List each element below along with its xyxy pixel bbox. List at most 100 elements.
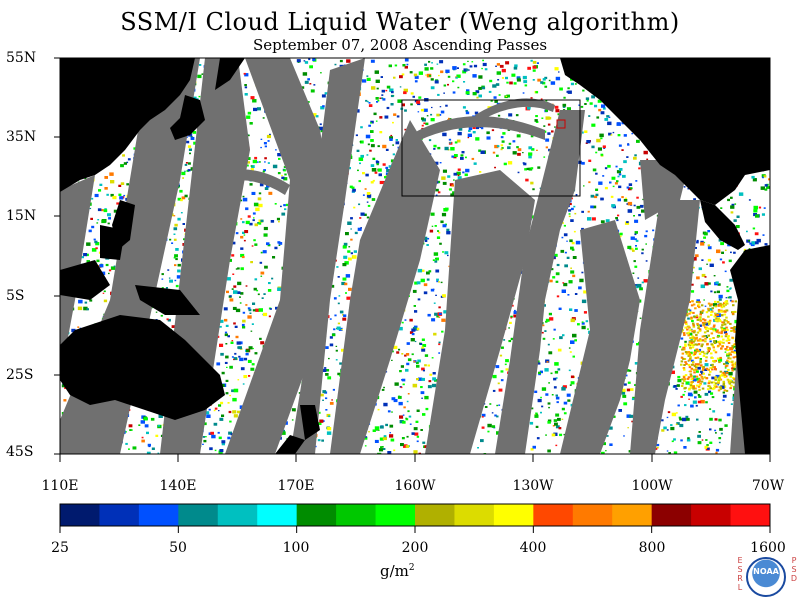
cloud-pixel <box>180 212 183 214</box>
cloud-pixel <box>325 346 329 349</box>
cloud-pixel <box>727 335 730 338</box>
cloud-pixel <box>374 426 380 430</box>
cloud-pixel <box>567 294 570 296</box>
cloud-pixel <box>489 403 492 405</box>
cloud-pixel <box>353 206 356 209</box>
cloud-pixel <box>445 207 449 211</box>
cloud-pixel <box>364 188 367 190</box>
cloud-pixel <box>430 113 433 116</box>
cloud-pixel <box>375 97 379 100</box>
cloud-pixel <box>566 107 571 111</box>
cloud-pixel <box>138 424 141 426</box>
cloud-pixel <box>683 446 687 449</box>
cloud-pixel <box>370 122 372 124</box>
cloud-pixel <box>601 451 605 454</box>
cloud-pixel <box>462 106 466 109</box>
cloud-pixel <box>108 217 111 220</box>
cloud-pixel <box>243 375 248 379</box>
cloud-pixel <box>244 73 249 77</box>
cloud-pixel <box>684 404 687 407</box>
cloud-pixel <box>715 281 719 284</box>
cloud-pixel <box>497 382 500 385</box>
cloud-pixel <box>264 265 268 269</box>
cloud-pixel <box>512 140 516 143</box>
cloud-pixel <box>344 261 349 265</box>
cloud-pixel <box>277 172 281 175</box>
cloud-pixel <box>264 187 269 190</box>
cloud-pixel <box>365 173 369 177</box>
cloud-pixel <box>269 308 272 310</box>
cloud-pixel <box>555 425 560 429</box>
cloud-pixel <box>182 177 184 179</box>
cloud-pixel <box>587 210 590 213</box>
cloud-pixel <box>551 433 556 437</box>
cloud-pixel <box>484 406 488 408</box>
cloud-pixel <box>417 359 421 363</box>
cloud-pixel <box>630 236 635 240</box>
cloud-pixel <box>495 83 500 86</box>
cloud-pixel <box>283 169 286 172</box>
cloud-pixel <box>251 191 256 195</box>
cloud-pixel <box>704 363 709 367</box>
cloud-pixel <box>383 435 387 438</box>
cloud-pixel <box>430 212 435 216</box>
cloud-pixel <box>259 337 262 340</box>
cloud-pixel <box>112 195 117 200</box>
cloud-pixel <box>396 351 400 354</box>
cloud-pixel <box>442 181 447 185</box>
cloud-pixel <box>449 118 452 120</box>
cloud-pixel <box>219 343 224 347</box>
cloud-pixel <box>472 131 476 134</box>
cloud-pixel <box>696 299 700 303</box>
cloud-pixel <box>688 398 690 400</box>
cloud-pixel <box>229 394 231 397</box>
cloud-pixel <box>621 388 626 393</box>
cloud-pixel <box>697 441 702 445</box>
cloud-pixel <box>550 372 553 375</box>
cloud-pixel <box>457 131 462 136</box>
cloud-pixel <box>764 188 768 191</box>
cloud-pixel <box>712 410 716 413</box>
cloud-pixel <box>643 279 648 283</box>
cloud-pixel <box>762 234 765 236</box>
cloud-pixel <box>219 325 222 328</box>
cloud-pixel <box>463 81 466 83</box>
cloud-pixel <box>693 390 698 394</box>
cloud-pixel <box>173 227 178 231</box>
cloud-pixel <box>419 343 423 345</box>
cloud-pixel <box>374 171 378 174</box>
cloud-pixel <box>688 332 693 336</box>
cloud-pixel <box>431 318 436 322</box>
cloud-pixel <box>567 90 572 94</box>
cloud-pixel <box>425 407 429 411</box>
cloud-pixel <box>561 418 564 420</box>
cloud-pixel <box>544 368 549 372</box>
cloud-pixel <box>328 415 331 418</box>
cloud-pixel <box>696 241 699 244</box>
cloud-pixel <box>571 248 575 251</box>
cloud-pixel <box>590 205 594 209</box>
cloud-pixel <box>320 393 324 397</box>
cloud-pixel <box>421 397 423 399</box>
cloud-pixel <box>281 431 286 435</box>
cloud-pixel <box>600 137 603 140</box>
cloud-pixel <box>436 280 439 283</box>
cloud-pixel <box>634 233 637 236</box>
cloud-pixel <box>622 174 626 178</box>
cloud-pixel <box>283 166 287 168</box>
cloud-pixel <box>442 294 446 298</box>
cloud-pixel <box>755 241 759 245</box>
cloud-pixel <box>453 172 457 176</box>
cloud-pixel <box>229 295 232 297</box>
cloud-pixel <box>375 79 380 83</box>
cloud-pixel <box>569 384 572 386</box>
cloud-pixel <box>331 399 333 401</box>
cloud-pixel <box>677 404 680 407</box>
cloud-pixel <box>431 383 437 388</box>
cloud-pixel <box>501 140 505 143</box>
cloud-pixel <box>324 367 327 369</box>
cloud-pixel <box>260 271 265 275</box>
cloud-pixel <box>725 297 728 299</box>
cloud-pixel <box>259 161 261 163</box>
cloud-pixel <box>350 238 353 241</box>
